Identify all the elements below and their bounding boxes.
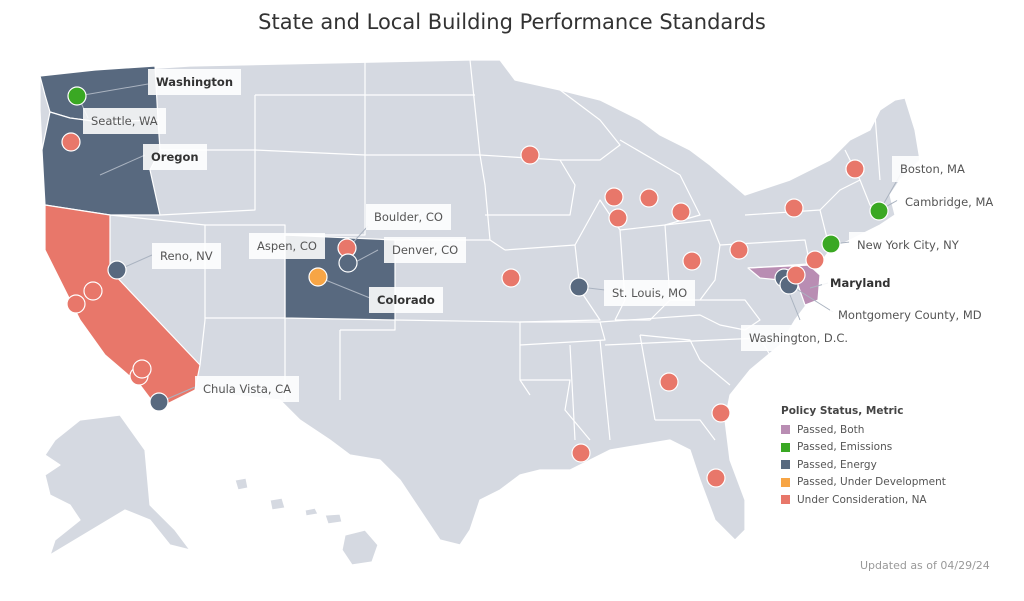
legend-label: Passed, Under Development	[797, 476, 946, 489]
city-marker-savannah-ga[interactable]	[711, 403, 731, 423]
city-marker-st-louis-mo[interactable]	[569, 277, 589, 297]
label-boston[interactable]: Boston, MA	[892, 156, 973, 182]
city-marker-san-jose-ca[interactable]	[83, 281, 103, 301]
legend-swatch	[781, 495, 790, 505]
label-aspen[interactable]: Aspen, CO	[249, 233, 325, 259]
label-reno[interactable]: Reno, NV	[152, 243, 221, 269]
city-marker-san-francisco-ca[interactable]	[66, 294, 86, 314]
label-boulder[interactable]: Boulder, CO	[366, 204, 451, 230]
city-marker-rochester-ny[interactable]	[784, 198, 804, 218]
label-washington-dc[interactable]: Washington, D.C.	[741, 325, 857, 351]
city-marker-denver-co[interactable]	[338, 253, 358, 273]
label-denver[interactable]: Denver, CO	[384, 237, 467, 263]
legend-swatch	[781, 442, 790, 452]
label-montgomery-county[interactable]: Montgomery County, MD	[830, 302, 990, 328]
city-marker-orlando-fl[interactable]	[706, 468, 726, 488]
label-cambridge[interactable]: Cambridge, MA	[897, 189, 1002, 215]
city-marker-ann-arbor-mi[interactable]	[671, 202, 691, 222]
legend-label: Passed, Energy	[797, 458, 877, 471]
city-marker-portland-or[interactable]	[61, 132, 81, 152]
city-marker-new-orleans-la[interactable]	[571, 443, 591, 463]
city-marker-atlanta-ga[interactable]	[659, 372, 679, 392]
city-marker-chula-vista-ca[interactable]	[149, 392, 169, 412]
city-marker-philadelphia-pa[interactable]	[805, 250, 825, 270]
city-marker-pittsburgh-pa[interactable]	[729, 240, 749, 260]
legend-label: Passed, Emissions	[797, 441, 893, 454]
legend-swatch	[781, 460, 790, 470]
city-marker-new-york-city-ny[interactable]	[821, 234, 841, 254]
city-marker-baltimore-md[interactable]	[786, 265, 806, 285]
legend-label: Under Consideration, NA	[797, 493, 927, 506]
legend-title: Policy Status, Metric	[781, 405, 904, 417]
city-marker-santa-monica-ca[interactable]	[132, 359, 152, 379]
state-alaska	[44, 414, 191, 556]
label-washington-state[interactable]: Washington	[148, 69, 242, 95]
label-st-louis[interactable]: St. Louis, MO	[604, 280, 696, 306]
legend-label: Passed, Both	[797, 423, 865, 436]
city-marker-columbus-oh[interactable]	[682, 251, 702, 271]
legend-swatch	[781, 477, 790, 487]
legend-item-passed-under-development[interactable]: Passed, Under Development	[781, 474, 946, 492]
city-marker-evanston-il[interactable]	[608, 208, 628, 228]
city-marker-minneapolis-mn[interactable]	[520, 145, 540, 165]
updated-date: Updated as of 04/29/24	[860, 559, 990, 572]
city-marker-cambridge-ma[interactable]	[869, 201, 889, 221]
label-chula-vista[interactable]: Chula Vista, CA	[195, 376, 300, 402]
city-marker-boston-ma[interactable]	[845, 159, 865, 179]
city-marker-chicago-il[interactable]	[604, 187, 624, 207]
legend-item-under-consideration[interactable]: Under Consideration, NA	[781, 491, 946, 509]
label-colorado-state[interactable]: Colorado	[369, 287, 443, 313]
city-marker-reno-nv[interactable]	[107, 260, 127, 280]
label-oregon-state[interactable]: Oregon	[143, 144, 207, 170]
city-marker-kansas-city-mo[interactable]	[501, 268, 521, 288]
label-new-york-city[interactable]: New York City, NY	[849, 232, 967, 258]
label-seattle[interactable]: Seattle, WA	[83, 108, 166, 134]
legend-item-passed-emissions[interactable]: Passed, Emissions	[781, 439, 946, 457]
legend-swatch	[781, 425, 790, 435]
city-marker-aspen-co[interactable]	[308, 267, 328, 287]
legend-item-passed-energy[interactable]: Passed, Energy	[781, 456, 946, 474]
legend: Policy Status, Metric Passed, Both Passed…	[781, 405, 946, 509]
state-california	[44, 204, 201, 406]
legend-item-passed-both[interactable]: Passed, Both	[781, 421, 946, 439]
label-maryland-state[interactable]: Maryland	[822, 270, 899, 296]
city-marker-seattle-wa[interactable]	[67, 86, 87, 106]
city-marker-grand-rapids-mi[interactable]	[639, 188, 659, 208]
state-hawaii	[234, 477, 379, 566]
map-title: State and Local Building Performance Sta…	[258, 10, 766, 34]
